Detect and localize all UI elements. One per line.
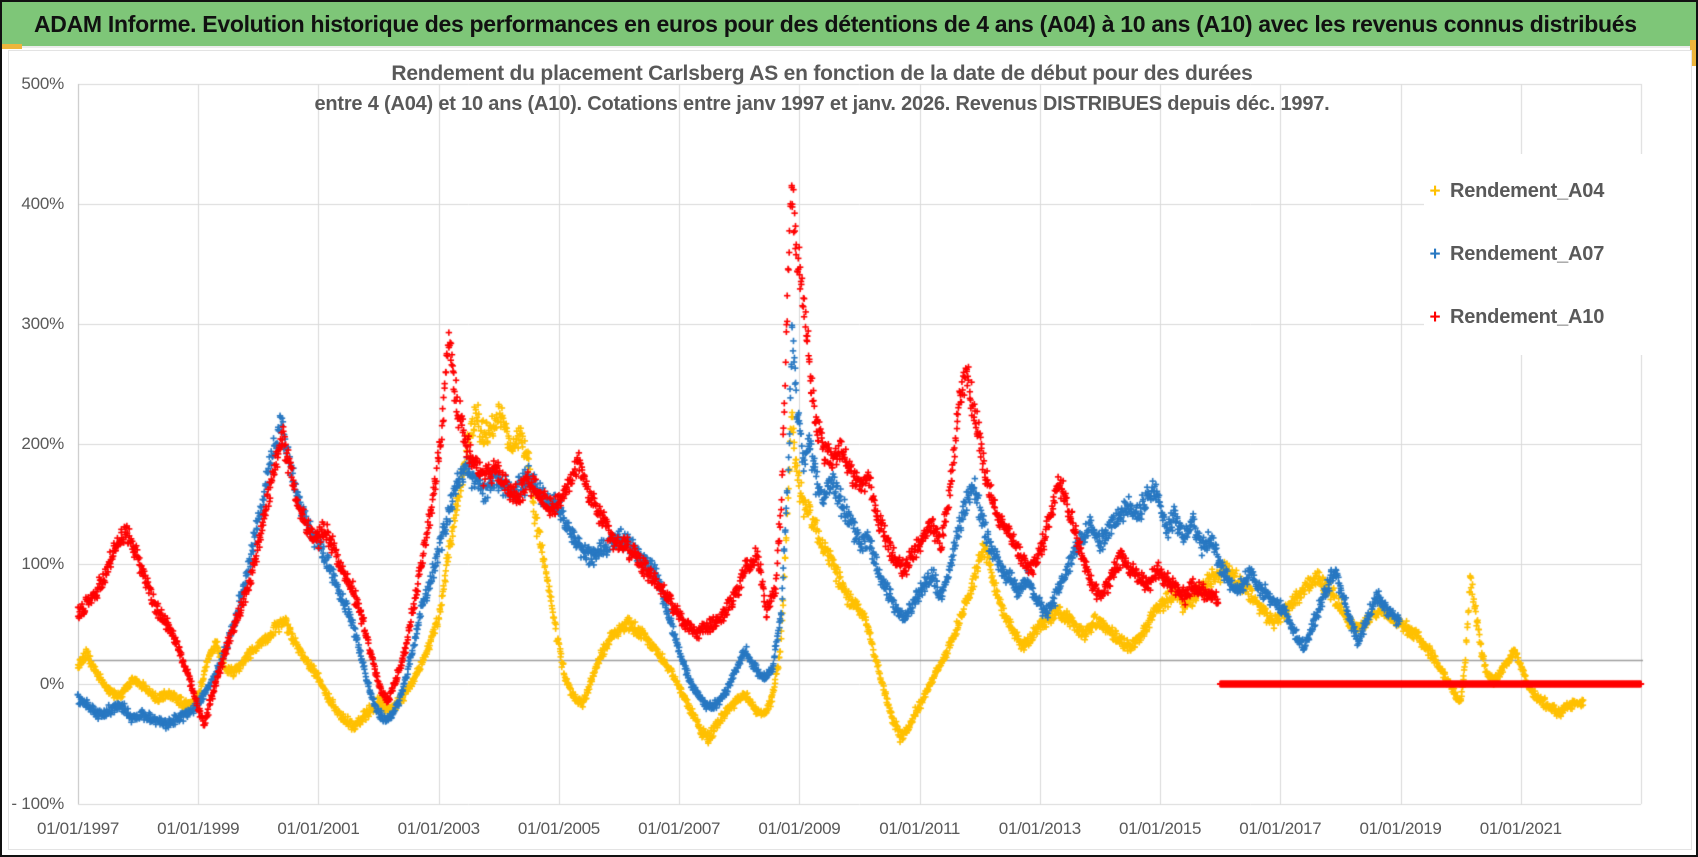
x-axis-label-2017: 01/01/2017 bbox=[1239, 819, 1322, 838]
chart-title: Rendement du placement Carlsberg AS en f… bbox=[2, 62, 1642, 116]
legend-item-a07[interactable]: + Rendement_A07 bbox=[1424, 223, 1668, 286]
x-axis-label-2013: 01/01/2013 bbox=[998, 819, 1081, 838]
y-axis-label-400: 400% bbox=[21, 194, 64, 213]
chart-title-line2: entre 4 (A04) et 10 ans (A10). Cotations… bbox=[314, 93, 1330, 115]
legend-label: Rendement_A04 bbox=[1450, 180, 1605, 202]
y-axis-label-100: 100% bbox=[21, 554, 64, 573]
x-axis-label-2021: 01/01/2021 bbox=[1479, 819, 1562, 838]
x-axis-label-2005: 01/01/2005 bbox=[517, 819, 600, 838]
x-axis-label-2015: 01/01/2015 bbox=[1119, 819, 1202, 838]
x-axis-label-2001: 01/01/2001 bbox=[277, 819, 360, 838]
legend-label: Rendement_A10 bbox=[1450, 306, 1605, 328]
legend-item-a10[interactable]: + Rendement_A10 bbox=[1424, 286, 1668, 349]
x-axis-label-2009: 01/01/2009 bbox=[758, 819, 841, 838]
legend-label: Rendement_A07 bbox=[1450, 243, 1605, 265]
x-axis-label-2011: 01/01/2011 bbox=[879, 819, 961, 838]
x-axis-label-1999: 01/01/1999 bbox=[157, 819, 240, 838]
x-axis-label-1997: 01/01/1997 bbox=[36, 819, 120, 838]
chart-title-line1: Rendement du placement Carlsberg AS en f… bbox=[391, 62, 1253, 85]
plus-marker-icon: + bbox=[1429, 307, 1441, 328]
plus-marker-icon: + bbox=[1429, 244, 1441, 265]
x-axis-label-2007: 01/01/2007 bbox=[638, 819, 721, 838]
x-axis-label-2019: 01/01/2019 bbox=[1359, 819, 1442, 838]
y-axis-label-0: 0% bbox=[39, 674, 64, 693]
y-axis-label-neg100: - 100% bbox=[11, 794, 64, 813]
y-axis-label-200: 200% bbox=[21, 434, 64, 453]
y-axis-label-500: 500% bbox=[21, 74, 64, 93]
y-axis-label-300: 300% bbox=[21, 314, 64, 333]
plus-marker-icon: + bbox=[1429, 181, 1441, 202]
x-axis-label-2003: 01/01/2003 bbox=[397, 819, 480, 838]
legend-item-a04[interactable]: + Rendement_A04 bbox=[1424, 160, 1668, 223]
chart-legend: + Rendement_A04 + Rendement_A07 + Rendem… bbox=[1424, 154, 1668, 355]
